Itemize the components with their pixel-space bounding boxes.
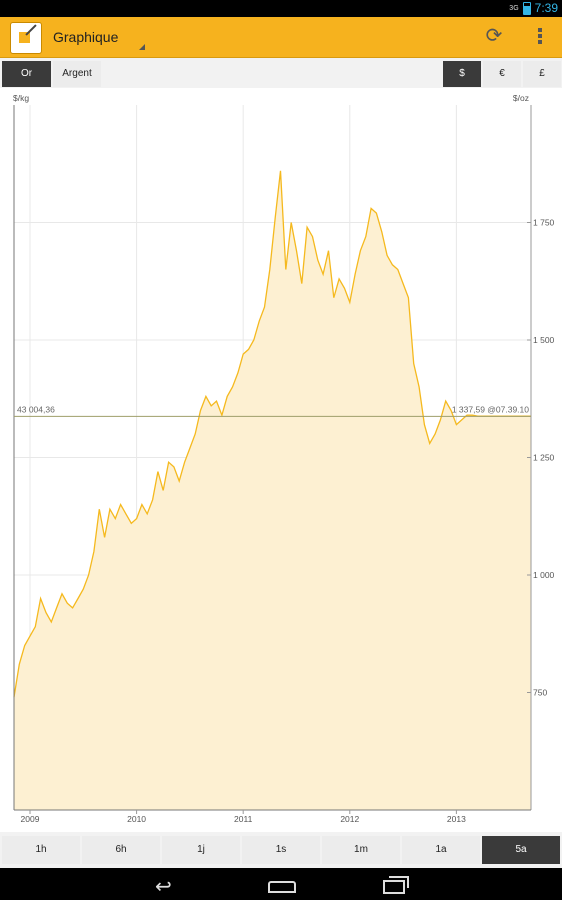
period-6h[interactable]: 6h	[82, 836, 160, 864]
tab-or[interactable]: Or	[2, 61, 51, 87]
home-icon[interactable]	[268, 874, 296, 893]
app-icon[interactable]	[10, 22, 42, 54]
crosshair-left-value: 43 004,36	[17, 404, 55, 414]
chart-area-fill	[14, 170, 531, 811]
chart-svg[interactable]: 750 1 000 1 250 1 500 1 750 2009 2010 2011 2012 2…	[0, 88, 562, 832]
period-1h[interactable]: 1h	[2, 836, 80, 864]
period-5a[interactable]: 5a	[482, 836, 560, 864]
y-tick-label: 1 750	[533, 218, 555, 228]
y-tick-label: 750	[533, 688, 547, 698]
network-indicator: 3G	[509, 4, 519, 12]
y-tick-label: 1 250	[533, 453, 555, 463]
period-1j[interactable]: 1j	[162, 836, 240, 864]
price-chart[interactable]: 750 1 000 1 250 1 500 1 750 2009 2010 2011 2012 2…	[0, 88, 562, 832]
action-bar: Graphique ⟳	[0, 17, 562, 58]
refresh-icon[interactable]: ⟳	[485, 25, 503, 47]
back-icon[interactable]: ↩	[155, 876, 172, 898]
x-tick-label: 2012	[340, 814, 359, 824]
page-title[interactable]: Graphique	[53, 29, 119, 45]
x-tick-label: 2011	[234, 814, 253, 824]
period-1m[interactable]: 1m	[322, 836, 400, 864]
y-tick-label: 1 500	[533, 335, 555, 345]
period-1s[interactable]: 1s	[242, 836, 320, 864]
status-bar: 3G 7:39	[0, 0, 562, 17]
dropdown-arrow-icon[interactable]	[139, 44, 145, 50]
x-tick-label: 2009	[21, 814, 40, 824]
right-unit-label: $/oz	[513, 93, 529, 103]
period-selector: 1h 6h 1j 1s 1m 1a 5a	[0, 832, 562, 868]
recent-apps-icon[interactable]	[383, 874, 409, 894]
clock: 7:39	[534, 1, 558, 15]
selector-tabs: Or Argent $ € £	[0, 58, 562, 88]
period-1a[interactable]: 1a	[402, 836, 480, 864]
left-unit-label: $/kg	[13, 93, 29, 103]
navigation-bar: ↩	[0, 868, 562, 900]
y-tick-label: 1 000	[533, 570, 555, 580]
battery-icon	[522, 1, 531, 15]
crosshair-right-value: 1 337,59 @07.39.10	[452, 404, 529, 414]
tab-currency-gbp[interactable]: £	[523, 61, 561, 87]
tab-currency-usd[interactable]: $	[443, 61, 481, 87]
chart-price-line	[13, 170, 531, 698]
tab-currency-eur[interactable]: €	[483, 61, 521, 87]
x-tick-label: 2010	[127, 814, 146, 824]
tab-argent[interactable]: Argent	[53, 61, 101, 87]
x-tick-label: 2013	[447, 814, 466, 824]
overflow-menu-icon[interactable]	[536, 27, 544, 47]
